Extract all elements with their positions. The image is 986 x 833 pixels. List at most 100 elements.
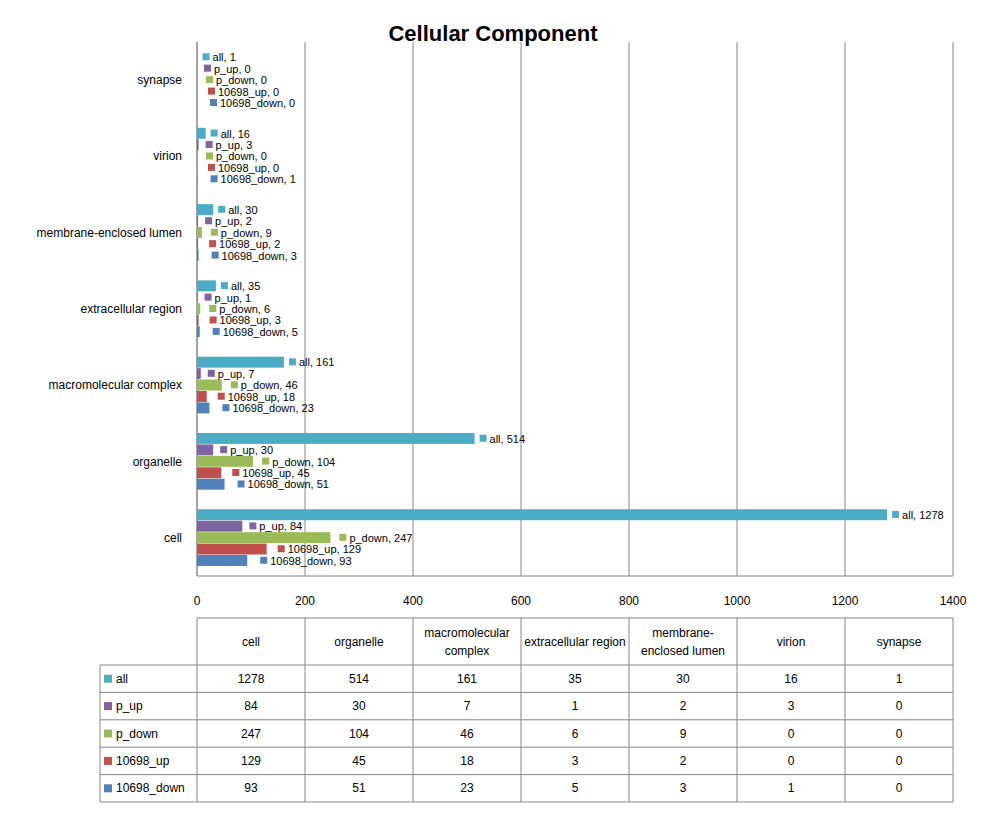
table-header: organelle xyxy=(334,635,384,649)
data-label: p_down, 247 xyxy=(349,532,412,544)
data-label: all, 35 xyxy=(231,280,260,292)
table-header: synapse xyxy=(877,635,922,649)
table-value: 30 xyxy=(352,699,366,713)
label-key xyxy=(238,480,245,487)
legend-label: 10698_down xyxy=(116,781,185,795)
bar xyxy=(197,479,225,490)
label-key xyxy=(210,316,217,323)
data-label: 10698_up, 45 xyxy=(242,467,309,479)
table-line xyxy=(100,665,101,802)
label-key xyxy=(210,99,217,106)
table-value: 3 xyxy=(680,781,687,795)
table-line xyxy=(100,802,953,803)
table-value: 93 xyxy=(244,781,258,795)
data-label: p_down, 0 xyxy=(216,150,267,162)
data-label: p_down, 104 xyxy=(272,456,335,468)
data-label: 10698_up, 18 xyxy=(228,391,295,403)
table-value: 3 xyxy=(572,754,579,768)
bar xyxy=(197,380,222,391)
category-label: organelle xyxy=(133,455,183,469)
legend-label: p_up xyxy=(116,699,143,713)
label-key xyxy=(209,240,216,247)
legend-label: all xyxy=(116,672,128,686)
bar xyxy=(197,315,199,326)
legend-label: p_down xyxy=(116,727,158,741)
table-value: 0 xyxy=(896,781,903,795)
data-label: all, 514 xyxy=(490,433,525,445)
label-key xyxy=(218,206,225,213)
label-key xyxy=(289,358,296,365)
label-key xyxy=(221,282,228,289)
table-header-line: organelle xyxy=(334,635,384,649)
data-labels: all, 1278p_up, 84p_down, 24710698_up, 12… xyxy=(203,51,944,566)
table-value: 161 xyxy=(457,672,477,686)
bar xyxy=(197,326,200,337)
label-key xyxy=(208,164,215,171)
legend-key xyxy=(104,702,112,710)
table-value: 1278 xyxy=(238,672,265,686)
table-line xyxy=(629,618,630,802)
label-key xyxy=(211,130,218,137)
bar xyxy=(197,204,213,215)
grid-line xyxy=(521,42,522,576)
grid-line xyxy=(413,42,414,576)
bar xyxy=(197,509,887,520)
data-label: p_down, 46 xyxy=(241,379,298,391)
bar xyxy=(197,544,267,555)
bar xyxy=(197,162,198,173)
bar xyxy=(197,555,247,566)
table-line xyxy=(413,618,414,802)
table-header-line: enclosed lumen xyxy=(641,644,725,658)
table-value: 0 xyxy=(896,754,903,768)
table-value: 7 xyxy=(464,699,471,713)
data-label: p_up, 0 xyxy=(214,63,251,75)
table-line xyxy=(953,618,954,802)
label-key xyxy=(204,65,211,72)
data-label: 10698_up, 129 xyxy=(288,543,361,555)
data-label: p_up, 7 xyxy=(218,368,255,380)
table-header: membrane-enclosed lumen xyxy=(641,626,725,658)
data-label: 10698_down, 23 xyxy=(232,402,313,414)
table-value: 18 xyxy=(460,754,474,768)
label-key xyxy=(262,458,269,465)
table-value: 129 xyxy=(241,754,261,768)
table-line xyxy=(197,618,198,802)
table-value: 3 xyxy=(788,699,795,713)
table-value: 1 xyxy=(788,781,795,795)
table-value: 514 xyxy=(349,672,369,686)
bar xyxy=(197,238,198,249)
bar xyxy=(197,86,198,97)
label-key xyxy=(208,88,215,95)
table-line xyxy=(845,618,846,802)
table-header-line: complex xyxy=(445,644,490,658)
bar xyxy=(197,139,199,150)
table-value: 247 xyxy=(241,727,261,741)
data-label: 10698_down, 1 xyxy=(221,173,296,185)
table-line xyxy=(521,618,522,802)
bar xyxy=(197,467,221,478)
label-key xyxy=(212,252,219,259)
legend-key xyxy=(104,730,112,738)
grid-line xyxy=(305,42,306,576)
table-value: 2 xyxy=(680,754,687,768)
bar xyxy=(197,174,198,185)
table-header: extracellular region xyxy=(524,635,625,649)
data-label: all, 161 xyxy=(299,356,334,368)
label-key xyxy=(209,305,216,312)
bar xyxy=(197,444,213,455)
label-key xyxy=(205,217,212,224)
data-label: 10698_up, 3 xyxy=(220,314,281,326)
grid-line xyxy=(737,42,738,576)
label-key xyxy=(203,53,210,60)
table-line xyxy=(100,774,953,775)
data-label: 10698_up, 2 xyxy=(219,238,280,250)
table-header-line: virion xyxy=(777,635,806,649)
label-key xyxy=(260,557,267,564)
chart: Cellular Component0200400600800100012001… xyxy=(0,0,986,833)
table-value: 0 xyxy=(896,727,903,741)
table-value: 84 xyxy=(244,699,258,713)
table-value: 1 xyxy=(572,699,579,713)
data-label: p_up, 1 xyxy=(215,292,252,304)
table-line xyxy=(100,719,953,720)
table-value: 0 xyxy=(896,699,903,713)
